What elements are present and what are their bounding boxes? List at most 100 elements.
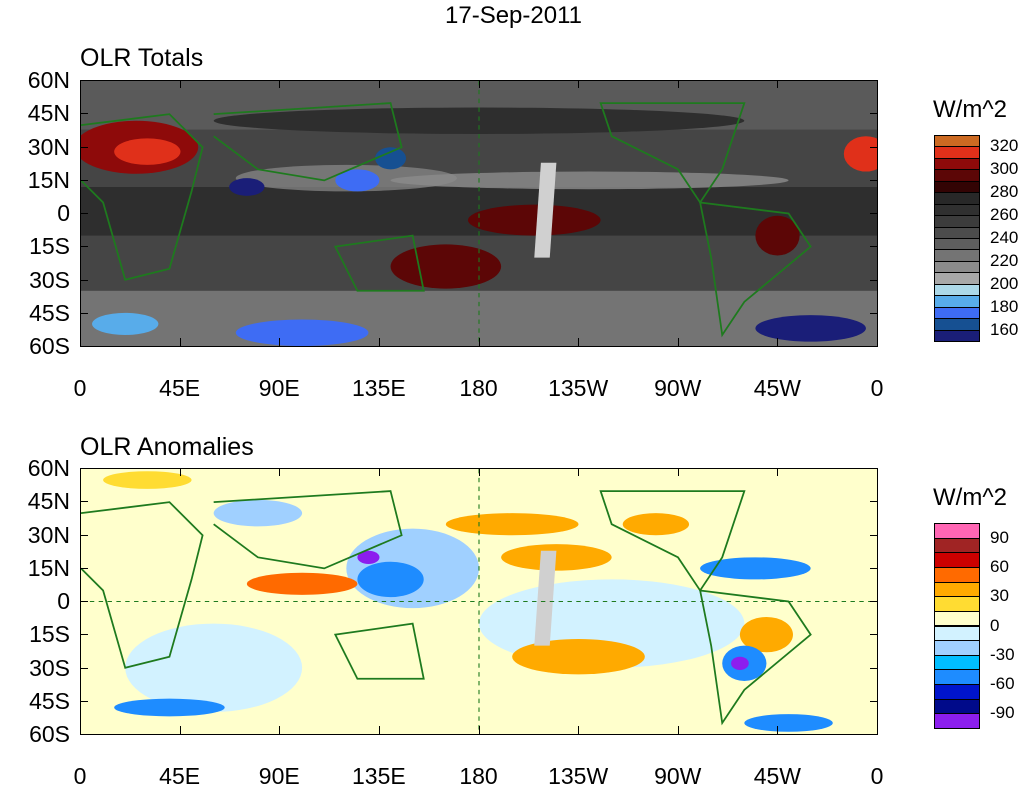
- y-tick: [80, 700, 88, 702]
- legend-label: 300: [990, 159, 1019, 179]
- x-tick: [179, 80, 181, 88]
- x-tick: [677, 338, 679, 346]
- legend-swatch: [934, 713, 980, 729]
- y-tick: [870, 312, 878, 314]
- x-tick: [80, 80, 81, 88]
- y-tick: [80, 734, 88, 735]
- x-tick-label: 135W: [548, 375, 609, 401]
- x-tick: [378, 726, 380, 734]
- olr-anomalies-map: [80, 468, 878, 735]
- legend-swatch: [934, 669, 980, 686]
- x-tick-label: 0: [870, 375, 884, 401]
- x-tick: [478, 726, 480, 734]
- x-tick: [478, 338, 480, 346]
- y-tick: [80, 80, 88, 81]
- x-tick: [279, 338, 281, 346]
- y-tick: [80, 113, 88, 115]
- x-tick: [80, 726, 81, 734]
- y-tick: [870, 501, 878, 503]
- legend-label: 280: [990, 182, 1019, 202]
- x-tick: [378, 468, 380, 476]
- x-tick: [478, 80, 480, 88]
- legend-swatch: [934, 654, 980, 671]
- x-tick-label: 0: [870, 763, 884, 788]
- x-tick-label: 135E: [352, 763, 406, 788]
- y-tick-label: 0: [57, 588, 70, 614]
- totals-panel-title: OLR Totals: [80, 44, 204, 72]
- x-tick: [478, 468, 480, 476]
- legend-label: 30: [990, 586, 1009, 606]
- x-tick: [179, 468, 181, 476]
- anomalies-panel-title: OLR Anomalies: [80, 433, 254, 461]
- y-tick: [870, 667, 878, 669]
- legend-swatch: [934, 566, 980, 583]
- legend-label: -60: [990, 674, 1015, 694]
- y-tick: [870, 113, 878, 115]
- x-tick: [877, 468, 878, 476]
- legend-label: 240: [990, 228, 1019, 247]
- y-tick-label: 60S: [29, 721, 70, 747]
- legend-label: 220: [990, 250, 1019, 270]
- y-tick-label: 60N: [27, 67, 70, 93]
- x-tick: [179, 726, 181, 734]
- x-tick: [80, 468, 81, 476]
- x-tick: [279, 726, 281, 734]
- x-tick: [677, 80, 679, 88]
- y-tick-label: 60S: [29, 333, 70, 359]
- y-tick: [80, 501, 88, 503]
- legend-swatch: [934, 625, 980, 642]
- x-tick-label: 180: [459, 375, 498, 401]
- x-tick-label: 45W: [753, 375, 802, 401]
- y-tick: [870, 179, 878, 181]
- legend-swatch: [934, 537, 980, 554]
- legend-label: 60: [990, 556, 1009, 576]
- x-tick-label: 45E: [159, 375, 201, 401]
- y-tick: [80, 667, 88, 669]
- legend-label: 200: [990, 273, 1019, 293]
- x-tick-label: 0: [73, 763, 87, 788]
- x-tick-label: 45E: [159, 763, 201, 788]
- y-tick: [80, 601, 88, 602]
- y-tick-label: 30S: [29, 266, 70, 293]
- y-tick: [870, 346, 878, 347]
- y-tick: [870, 567, 878, 569]
- anomalies-legend-title: W/m^2: [933, 484, 1007, 511]
- y-tick-label: 45N: [27, 100, 70, 127]
- y-tick: [80, 534, 88, 536]
- y-tick-label: 60N: [27, 455, 70, 481]
- legend-label: 0: [990, 615, 1000, 635]
- x-tick-label: 135W: [548, 763, 609, 788]
- x-tick-label: 90E: [258, 763, 300, 788]
- y-tick: [80, 346, 88, 347]
- x-tick: [877, 80, 878, 88]
- x-tick: [578, 338, 580, 346]
- y-tick: [870, 734, 878, 735]
- y-tick: [870, 246, 878, 248]
- x-tick: [578, 726, 580, 734]
- y-tick: [80, 279, 88, 281]
- x-tick: [279, 468, 281, 476]
- x-tick: [677, 726, 679, 734]
- y-tick-label: 30N: [27, 133, 70, 160]
- y-tick-label: 45S: [29, 687, 70, 714]
- x-tick-label: 0: [73, 375, 87, 401]
- y-tick: [870, 468, 878, 469]
- legend-swatch: [934, 523, 980, 539]
- x-tick-label: 90E: [258, 375, 300, 401]
- y-tick: [80, 468, 88, 469]
- figure-title: 17-Sep-2011: [445, 2, 582, 29]
- x-tick: [777, 338, 779, 346]
- y-tick-label: 15S: [29, 621, 70, 648]
- x-tick: [777, 468, 779, 476]
- legend-swatch: [934, 596, 980, 612]
- x-tick: [677, 468, 679, 476]
- y-tick: [870, 534, 878, 536]
- y-tick: [80, 179, 88, 181]
- x-tick: [378, 80, 380, 88]
- y-tick: [870, 146, 878, 148]
- x-tick: [279, 80, 281, 88]
- y-tick-label: 15S: [29, 233, 70, 260]
- y-tick-label: 15N: [27, 554, 70, 581]
- legend-swatch: [934, 610, 980, 627]
